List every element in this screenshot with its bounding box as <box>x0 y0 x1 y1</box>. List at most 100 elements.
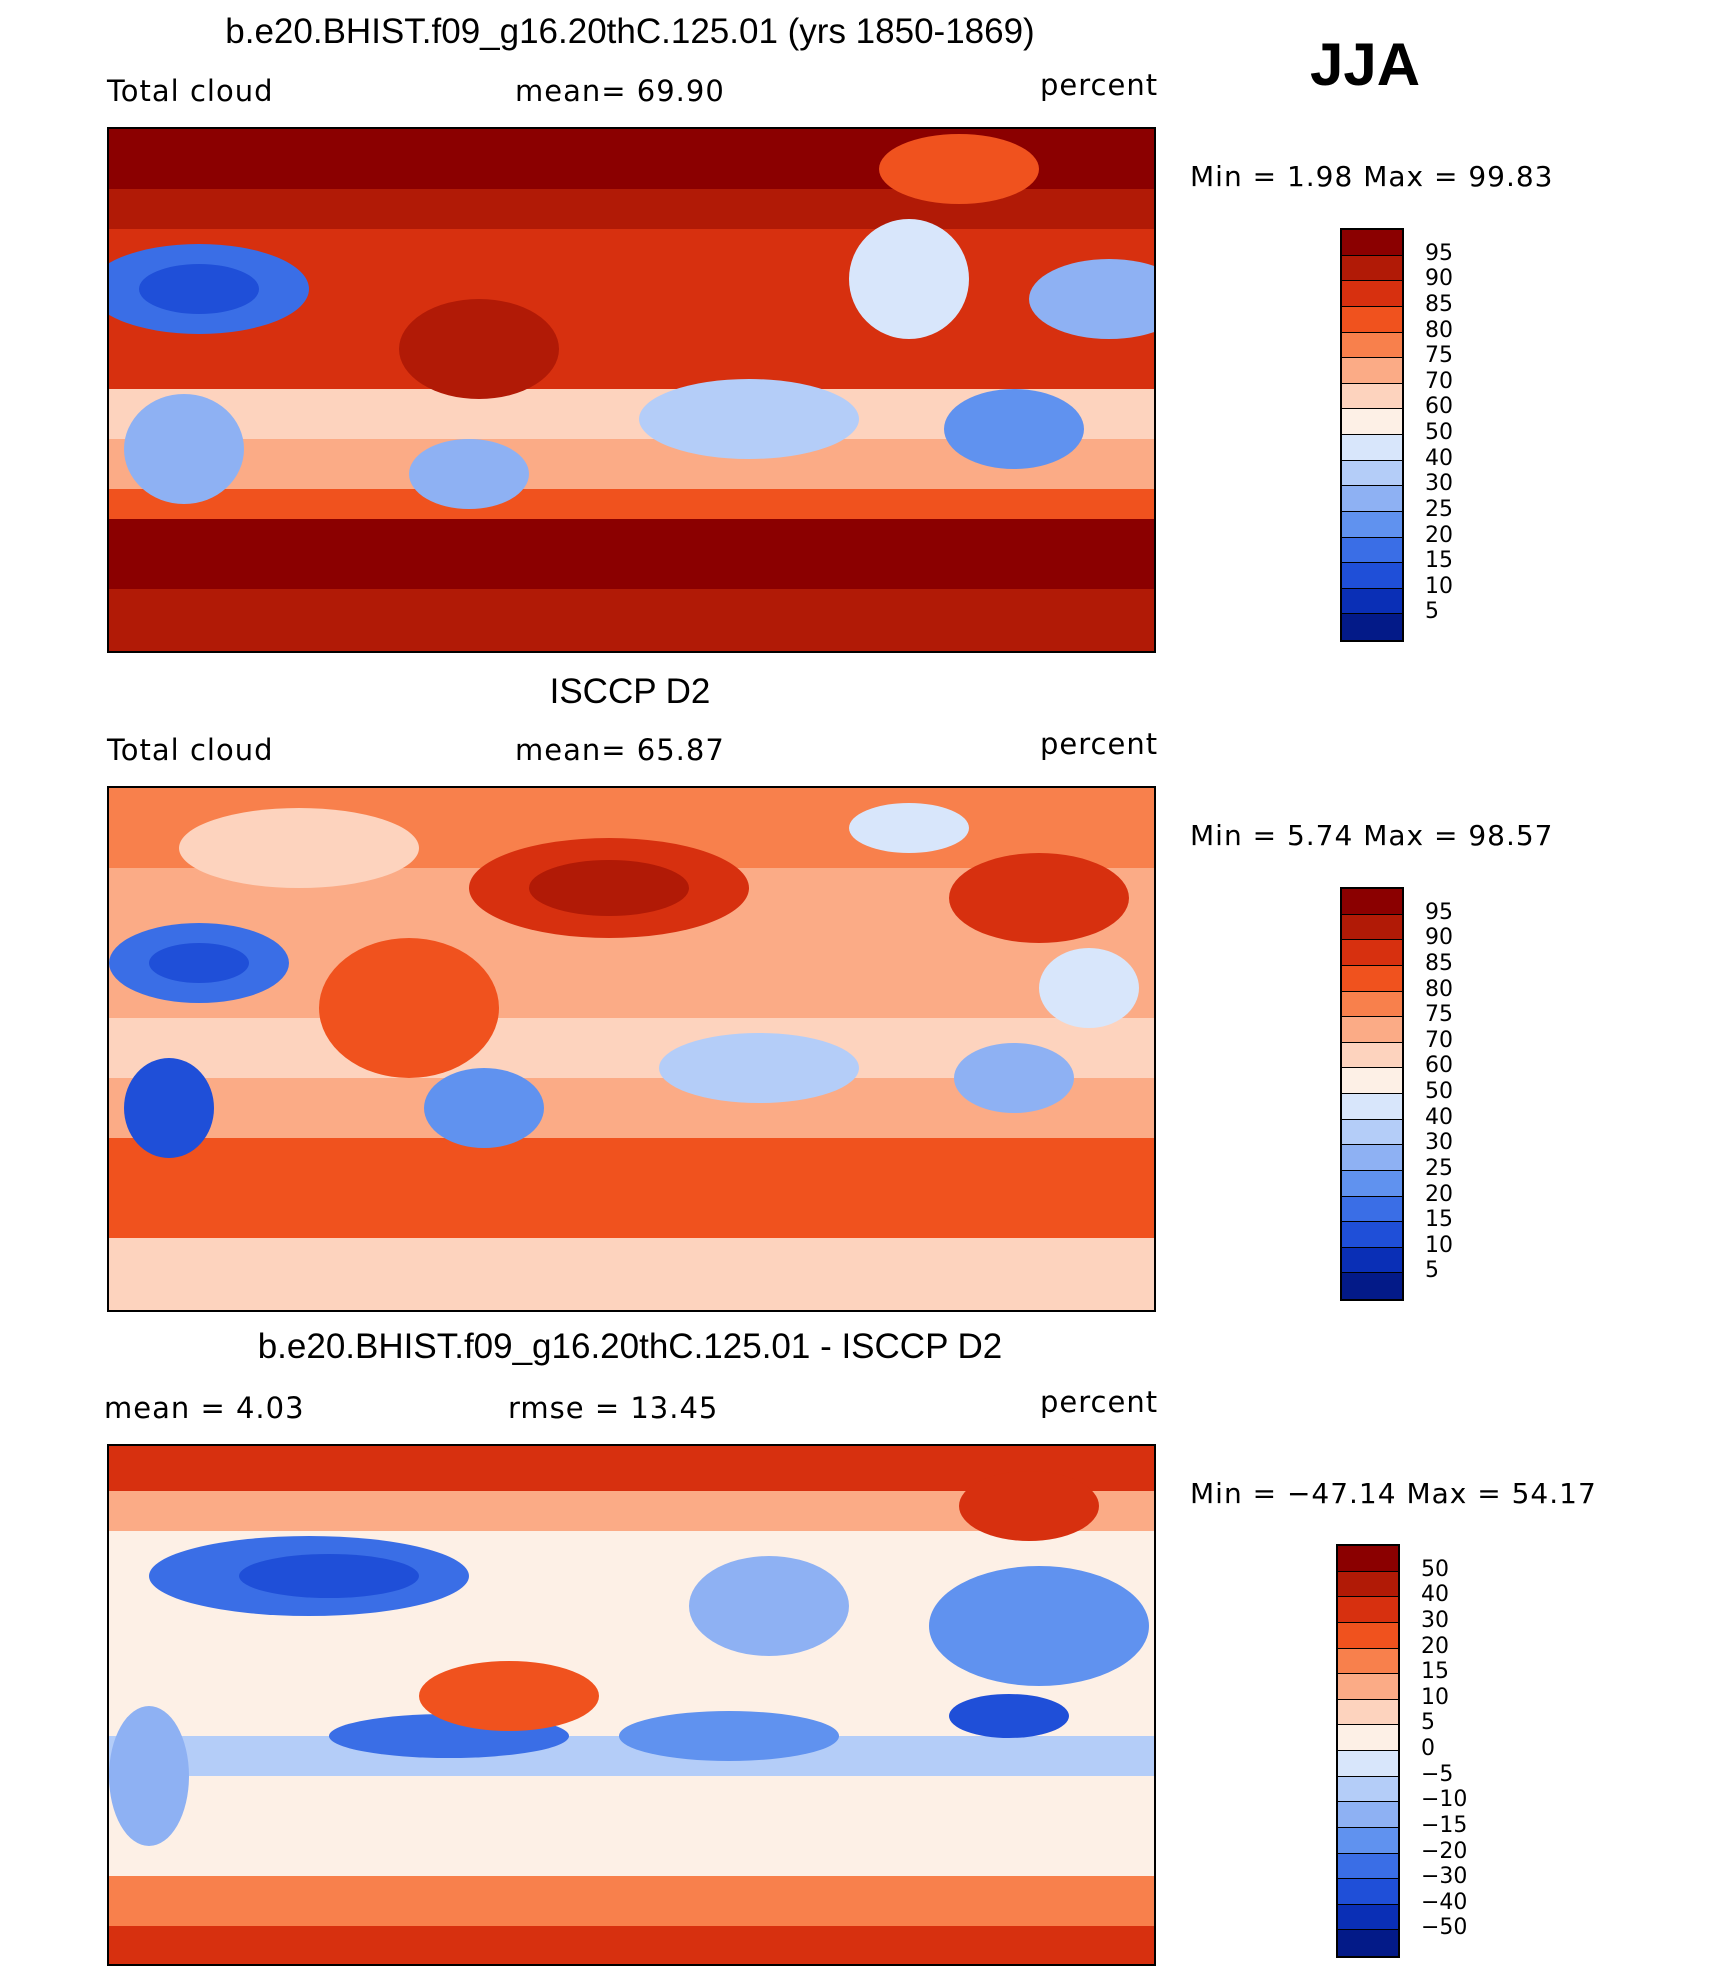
panel3-minmax: Min = −47.14 Max = 54.17 <box>1190 1477 1597 1510</box>
colorbar-tick-label: 5 <box>1425 599 1439 625</box>
colorbar-tick-label: 5 <box>1425 1258 1439 1284</box>
colorbar-swatch <box>1338 1930 1398 1956</box>
colorbar-tick-label: −10 <box>1421 1787 1468 1813</box>
colorbar-tick-label: 10 <box>1421 1684 1449 1710</box>
colorbar-swatch <box>1342 1119 1402 1146</box>
colorbar-tick-label: 60 <box>1425 394 1453 420</box>
colorbar-tick-label: −40 <box>1421 1889 1468 1915</box>
colorbar-swatch <box>1342 940 1402 966</box>
colorbar-swatch <box>1338 1751 1398 1777</box>
panel1-mean-label: mean= 69.90 <box>515 74 725 108</box>
colorbar-swatch <box>1342 409 1402 435</box>
colorbar-swatch <box>1338 1853 1398 1880</box>
panel2-variable-label: Total cloud <box>107 733 274 767</box>
colorbar-swatch <box>1338 1725 1398 1751</box>
colorbar-tick-label: 25 <box>1425 1155 1453 1181</box>
colorbar-tick-label: 75 <box>1425 343 1453 369</box>
colorbar-tick-label: 10 <box>1425 1232 1453 1258</box>
colorbar-swatch <box>1342 1042 1402 1069</box>
colorbar-swatch <box>1342 563 1402 589</box>
colorbar-swatch <box>1338 1699 1398 1726</box>
colorbar-tick-label: −5 <box>1421 1761 1454 1787</box>
colorbar-swatch <box>1342 332 1402 359</box>
colorbar-tick-label: 30 <box>1425 1130 1453 1156</box>
colorbar-tick-label: 50 <box>1425 1079 1453 1104</box>
colorbar-tick-label: 30 <box>1421 1607 1449 1633</box>
colorbar-swatch <box>1342 511 1402 538</box>
panel1-variable-label: Total cloud <box>107 74 274 108</box>
colorbar-swatch <box>1342 588 1402 615</box>
colorbar-tick-label: 0 <box>1421 1736 1435 1761</box>
colorbar-swatch <box>1338 1879 1398 1905</box>
colorbar-swatch <box>1338 1802 1398 1828</box>
colorbar-tick-label: 85 <box>1425 291 1453 317</box>
panel2-units-label: percent <box>1040 727 1159 761</box>
colorbar-tick-label: 25 <box>1425 496 1453 522</box>
colorbar-swatch <box>1342 965 1402 992</box>
panel3-colorbar <box>1336 1544 1400 1958</box>
colorbar-tick-label: 70 <box>1425 1027 1453 1053</box>
colorbar-swatch <box>1342 460 1402 487</box>
colorbar-swatch <box>1342 1247 1402 1274</box>
colorbar-swatch <box>1342 383 1402 410</box>
colorbar-tick-label: −20 <box>1421 1838 1468 1864</box>
colorbar-swatch <box>1342 1094 1402 1120</box>
colorbar-tick-label: 20 <box>1425 522 1453 548</box>
colorbar-swatch <box>1338 1776 1398 1803</box>
panel3-title: b.e20.BHIST.f09_g16.20thC.125.01 - ISCCP… <box>257 1327 1003 1366</box>
colorbar-swatch <box>1342 889 1402 915</box>
colorbar-swatch <box>1342 914 1402 941</box>
colorbar-tick-label: −15 <box>1421 1812 1468 1838</box>
colorbar-tick-label: 40 <box>1425 445 1453 471</box>
panel2-map <box>107 786 1156 1312</box>
panel3-map <box>107 1444 1156 1966</box>
colorbar-swatch <box>1342 306 1402 333</box>
panel2-minmax: Min = 5.74 Max = 98.57 <box>1190 819 1554 852</box>
panel1-units-label: percent <box>1040 68 1159 102</box>
colorbar-swatch <box>1342 1196 1402 1223</box>
colorbar-swatch <box>1338 1827 1398 1854</box>
colorbar-swatch <box>1342 1170 1402 1197</box>
colorbar-tick-label: 40 <box>1425 1104 1453 1130</box>
panel3-units-label: percent <box>1040 1385 1159 1419</box>
colorbar-swatch <box>1342 1222 1402 1248</box>
panel1-map-field <box>109 129 1154 651</box>
colorbar-swatch <box>1342 1145 1402 1171</box>
colorbar-tick-label: 15 <box>1421 1659 1449 1685</box>
colorbar-tick-label: 80 <box>1425 976 1453 1002</box>
colorbar-swatch <box>1338 1904 1398 1931</box>
colorbar-tick-label: 50 <box>1425 420 1453 445</box>
colorbar-swatch <box>1338 1571 1398 1598</box>
colorbar-tick-label: 95 <box>1425 899 1453 925</box>
colorbar-swatch <box>1342 614 1402 640</box>
colorbar-tick-label: 30 <box>1425 471 1453 497</box>
colorbar-swatch <box>1342 281 1402 307</box>
season-label: JJA <box>1310 31 1421 98</box>
panel3-rmse-label: rmse = 13.45 <box>508 1391 719 1425</box>
panel1-map <box>107 127 1156 653</box>
colorbar-swatch <box>1342 230 1402 256</box>
colorbar-tick-label: 40 <box>1421 1582 1449 1608</box>
colorbar-swatch <box>1342 537 1402 564</box>
colorbar-swatch <box>1338 1622 1398 1649</box>
colorbar-swatch <box>1342 1068 1402 1094</box>
colorbar-tick-label: 15 <box>1425 548 1453 574</box>
colorbar-swatch <box>1338 1674 1398 1700</box>
colorbar-tick-label: 60 <box>1425 1053 1453 1079</box>
colorbar-tick-label: 80 <box>1425 317 1453 343</box>
colorbar-tick-label: 20 <box>1421 1633 1449 1659</box>
colorbar-tick-label: −30 <box>1421 1864 1468 1890</box>
colorbar-swatch <box>1338 1546 1398 1572</box>
panel2-mean-label: mean= 65.87 <box>515 733 725 767</box>
colorbar-swatch <box>1342 255 1402 282</box>
colorbar-swatch <box>1342 435 1402 461</box>
panel3-map-field <box>109 1446 1154 1964</box>
panel2-title: ISCCP D2 <box>549 672 711 711</box>
colorbar-tick-label: 10 <box>1425 573 1453 599</box>
colorbar-tick-label: 20 <box>1425 1181 1453 1207</box>
colorbar-swatch <box>1338 1597 1398 1623</box>
colorbar-swatch <box>1342 358 1402 384</box>
panel1-title: b.e20.BHIST.f09_g16.20thC.125.01 (yrs 18… <box>225 12 1035 51</box>
panel2-colorbar <box>1340 887 1404 1301</box>
colorbar-swatch <box>1338 1648 1398 1675</box>
